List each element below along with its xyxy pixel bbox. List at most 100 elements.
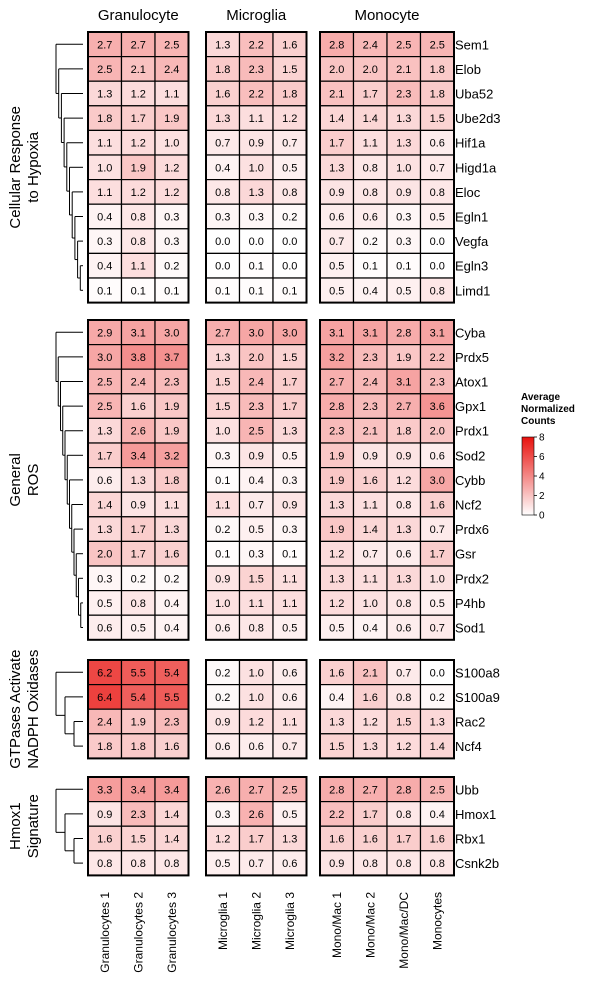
block-border [205,319,308,641]
heatmap-cell [386,683,422,710]
heatmap-cell [386,442,422,469]
heatmap-cell [386,417,422,444]
cell-value-label: 0.5 [97,598,112,610]
cell-value-label: 0.8 [363,187,378,199]
cell-value-label: 0.7 [430,162,445,174]
cell-value-label: 2.3 [430,377,445,389]
cell-value-label: 2.7 [249,784,264,796]
gene-label: Ncf4 [455,739,482,754]
cell-value-label: 1.3 [430,717,445,729]
cell-value-label: 2.0 [249,352,264,364]
heatmap-cell [352,203,388,230]
gene-label: S100a8 [455,665,500,680]
cell-value-label: 2.7 [97,39,112,51]
cell-value-label: 0.8 [396,858,411,870]
heatmap-cell [352,179,388,205]
heatmap-cell [386,80,422,107]
cell-value-label: 1.0 [249,692,264,704]
cell-value-label: 2.1 [363,426,378,438]
cell-value-label: 0.9 [249,138,264,150]
cell-value-label: 0.5 [282,809,297,821]
cell-value-label: 0.6 [282,858,297,870]
dendrogram [55,671,83,747]
cell-value-label: 0.2 [215,667,230,679]
cell-value-label: 2.4 [97,717,112,729]
cell-value-label: 1.4 [430,741,445,753]
cell-value-label: 6.4 [97,692,112,704]
heatmap-cell [87,105,123,132]
cell-value-label: 0.3 [164,236,179,248]
cell-value-label: 3.0 [282,327,297,339]
legend-title: Average [521,392,561,403]
cell-value-label: 2.4 [164,64,179,76]
cell-value-label: 1.2 [396,475,411,487]
cell-value-label: 1.2 [131,138,146,150]
cell-value-label: 0.7 [282,138,297,150]
cell-value-label: 6.2 [97,667,112,679]
gene-label: Ube2d3 [455,111,501,126]
heatmap-cell [419,417,455,444]
heatmap-cell [205,344,241,370]
column-label: Monocytes [430,892,444,950]
heatmap-cell [352,708,388,735]
cell-value-label: 0.6 [97,623,112,635]
heatmap-cell [352,491,388,518]
heatmap-cell [154,733,190,759]
cell-value-label: 1.9 [164,401,179,413]
cell-value-label: 1.9 [131,717,146,729]
heatmap-cell [238,228,274,255]
cell-value-label: 0.0 [215,261,230,273]
cell-value-label: 1.7 [430,549,445,561]
cell-value-label: 0.8 [97,858,112,870]
cell-value-label: 2.2 [430,352,445,364]
cell-value-label: 0.7 [215,138,230,150]
heatmap-cell [386,368,422,395]
cell-value-label: 1.7 [282,401,297,413]
cell-value-label: 2.1 [363,667,378,679]
heatmap-cell [87,491,123,518]
heatmap-cell [120,80,156,107]
column-label: Microglia 3 [283,892,297,950]
heatmap-cell [352,467,388,493]
cell-value-label: 2.6 [215,784,230,796]
cell-value-label: 1.0 [249,667,264,679]
legend-title: Counts [521,416,556,427]
cell-value-label: 1.1 [97,187,112,199]
heatmap-cell [386,708,422,735]
cell-value-label: 3.1 [396,377,411,389]
cell-value-label: 0.4 [97,261,112,273]
gene-label: Higd1a [455,160,497,175]
heatmap-cell [386,319,422,346]
cell-value-label: 2.1 [396,64,411,76]
cell-value-label: 2.5 [396,39,411,51]
cell-value-label: 1.3 [396,113,411,125]
cell-value-label: 1.6 [430,834,445,846]
gene-label: Prdx6 [455,522,489,537]
heatmap-cell [272,344,308,370]
gene-label: Ncf2 [455,498,482,513]
gene-label: Cyba [455,325,486,340]
cell-value-label: 1.9 [329,475,344,487]
heatmap-cell [419,800,455,827]
cell-value-label: 0.8 [363,858,378,870]
cell-value-label: 0.1 [215,285,230,297]
row-block: 2.7 2.7 2.5 1.3 2.2 1.6 2.8 2.4 2.5 2.5 2.5 2.1 2.4 1… [7,31,501,304]
gene-label: Prdx2 [455,571,489,586]
heatmap-cell [120,442,156,469]
cell-value-label: 2.5 [97,64,112,76]
cell-value-label: 1.1 [363,138,378,150]
legend-tick-label: 0 [539,511,545,522]
cell-value-label: 0.6 [282,667,297,679]
cell-value-label: 1.9 [131,162,146,174]
cell-value-label: 1.6 [430,500,445,512]
cell-value-label: 1.3 [97,524,112,536]
cell-value-label: 0.3 [396,236,411,248]
cell-value-label: 5.4 [164,667,179,679]
heatmap-cell [120,516,156,542]
column-group-header: Granulocyte [98,7,179,24]
cell-value-label: 3.0 [97,352,112,364]
cell-value-label: 3.2 [329,352,344,364]
gene-label: Gpx1 [455,399,486,414]
heatmap-cell [205,733,241,759]
cell-value-label: 0.2 [164,573,179,585]
